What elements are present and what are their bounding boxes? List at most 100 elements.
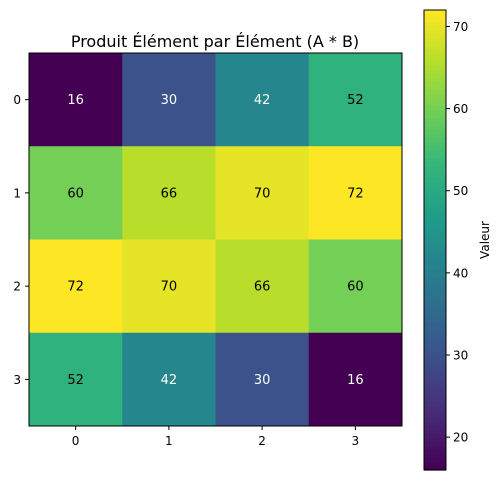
colorbar-band [424, 74, 446, 79]
colorbar-band [424, 214, 446, 219]
colorbar-band [424, 158, 446, 163]
cell-value-label: 66 [161, 186, 178, 201]
colorbar-band [424, 390, 446, 395]
colorbar: 20 30 40 50 60 70 [423, 9, 468, 471]
colorbar-band [424, 402, 446, 407]
colorbar-band [424, 182, 446, 187]
colorbar-band [424, 358, 446, 363]
colorbar-band [424, 318, 446, 323]
colorbar-band [424, 190, 446, 195]
colorbar-band [424, 322, 446, 327]
y-tick-label: 3 [13, 373, 21, 387]
colorbar-band [424, 458, 446, 463]
cell-value-label: 16 [347, 373, 364, 388]
colorbar-band [424, 242, 446, 247]
colorbar-band [424, 434, 446, 439]
heatmap-cell [122, 146, 216, 240]
colorbar-band [424, 314, 446, 319]
colorbar-band [424, 114, 446, 119]
colorbar-band [424, 66, 446, 71]
colorbar-tick-label: 30 [453, 349, 468, 363]
colorbar-band [424, 354, 446, 359]
colorbar-band [424, 46, 446, 51]
colorbar-band [424, 258, 446, 263]
colorbar-band [424, 310, 446, 315]
colorbar-band [424, 18, 446, 23]
colorbar-band [424, 62, 446, 67]
colorbar-band [424, 246, 446, 251]
colorbar-band [424, 210, 446, 215]
colorbar-band [424, 94, 446, 99]
colorbar-band [424, 142, 446, 147]
colorbar-band [424, 178, 446, 183]
colorbar-band [424, 278, 446, 283]
colorbar-band [424, 342, 446, 347]
colorbar-band [424, 134, 446, 139]
colorbar-band [424, 330, 446, 335]
colorbar-band [424, 10, 446, 15]
colorbar-band [424, 162, 446, 167]
colorbar-band [424, 302, 446, 307]
colorbar-band [424, 454, 446, 459]
colorbar-band [424, 290, 446, 295]
colorbar-band [424, 222, 446, 227]
cell-value-label: 30 [161, 93, 178, 108]
colorbar-band [424, 346, 446, 351]
colorbar-band [424, 102, 446, 107]
colorbar-tick-label: 60 [453, 102, 468, 116]
cell-value-labels: 16 30 42 52 60 66 70 72 72 70 66 60 52 42 30 16 [67, 93, 363, 388]
colorbar-band [424, 154, 446, 159]
colorbar-band [424, 186, 446, 191]
colorbar-band [424, 146, 446, 151]
cell-value-label: 60 [347, 280, 364, 295]
colorbar-band [424, 334, 446, 339]
colorbar-band [424, 382, 446, 387]
heatmap-cell [215, 332, 310, 427]
colorbar-band [424, 294, 446, 299]
colorbar-band [424, 350, 446, 355]
cell-value-label: 60 [67, 186, 84, 201]
colorbar-band [424, 198, 446, 203]
x-tick-label: 2 [258, 434, 266, 448]
colorbar-band [424, 70, 446, 75]
colorbar-tick-label: 70 [453, 20, 468, 34]
colorbar-band [424, 202, 446, 207]
colorbar-band [424, 98, 446, 103]
colorbar-frame [423, 9, 447, 471]
y-axis: 0 1 2 3 [13, 93, 29, 387]
x-tick-label: 3 [352, 434, 360, 448]
cell-value-label: 70 [161, 280, 178, 295]
colorbar-tick-label: 20 [453, 431, 468, 445]
cell-value-label: 42 [161, 373, 178, 388]
colorbar-band [424, 78, 446, 83]
colorbar-band [424, 398, 446, 403]
colorbar-band [424, 282, 446, 287]
colorbar-band [424, 370, 446, 375]
colorbar-band [424, 410, 446, 415]
heatmap-cell [122, 53, 216, 147]
y-tick-label: 0 [13, 93, 21, 107]
colorbar-band [424, 138, 446, 143]
colorbar-band [424, 430, 446, 435]
colorbar-band [424, 422, 446, 427]
colorbar-band [424, 150, 446, 155]
x-tick-label: 1 [165, 434, 173, 448]
colorbar-band [424, 254, 446, 259]
cell-value-label: 52 [347, 93, 364, 108]
colorbar-band [424, 174, 446, 179]
colorbar-band [424, 462, 446, 467]
colorbar-band [424, 194, 446, 199]
heatmap-cell [122, 239, 216, 334]
colorbar-band [424, 250, 446, 255]
colorbar-band [424, 326, 446, 331]
colorbar-band [424, 366, 446, 371]
colorbar-band [424, 338, 446, 343]
colorbar-band [424, 298, 446, 303]
colorbar-band [424, 466, 446, 471]
colorbar-band [424, 22, 446, 27]
heatmap-cell [29, 239, 123, 334]
colorbar-band [424, 450, 446, 455]
colorbar-band [424, 270, 446, 275]
cell-value-label: 72 [347, 186, 364, 201]
colorbar-band [424, 218, 446, 223]
